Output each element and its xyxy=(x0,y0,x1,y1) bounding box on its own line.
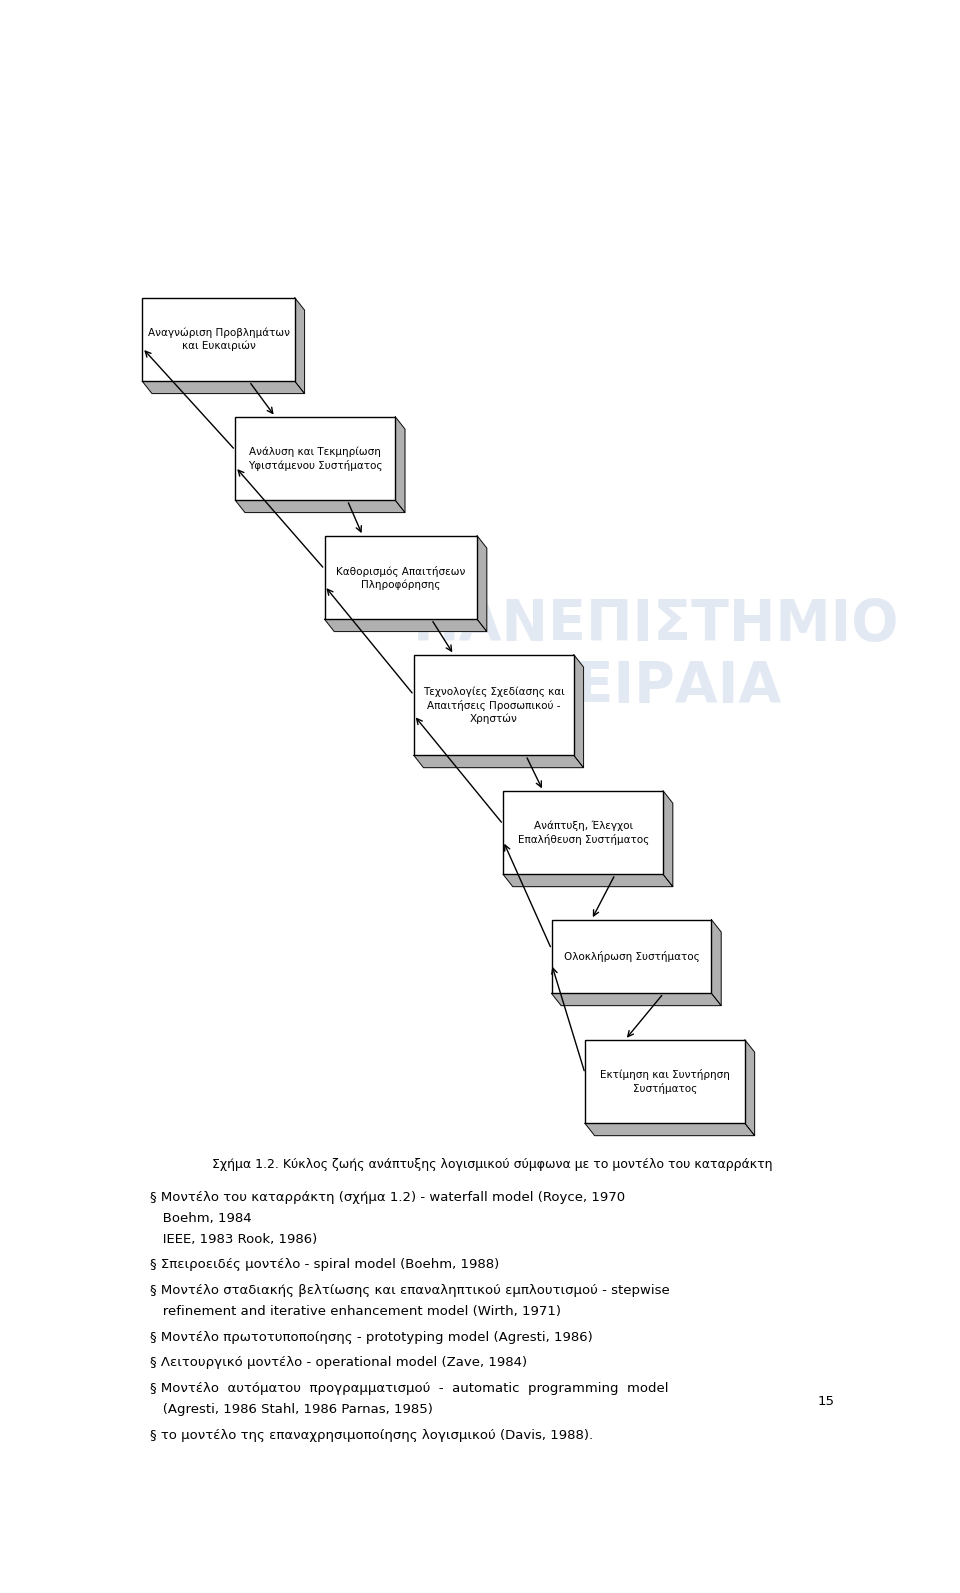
Text: Εκτίμηση και Συντήρηση
Συστήματος: Εκτίμηση και Συντήρηση Συστήματος xyxy=(600,1069,730,1094)
Bar xyxy=(235,417,396,500)
Polygon shape xyxy=(711,919,721,1005)
Polygon shape xyxy=(414,755,584,768)
Text: § Μοντέλο πρωτοτυποποίησης - prototyping model (Agresti, 1986): § Μοντέλο πρωτοτυποποίησης - prototyping… xyxy=(150,1330,592,1343)
Text: § Λειτουργικό μοντέλο - operational model (Zave, 1984): § Λειτουργικό μοντέλο - operational mode… xyxy=(150,1357,527,1370)
Text: § το μοντέλο της επαναχρησιμοποίησης λογισμικού (Davis, 1988).: § το μοντέλο της επαναχρησιμοποίησης λογ… xyxy=(150,1429,593,1442)
Text: Ανάλυση και Τεκμηρίωση
Υφιστάμενου Συστήματος: Ανάλυση και Τεκμηρίωση Υφιστάμενου Συστή… xyxy=(248,446,382,470)
Text: (Agresti, 1986 Stahl, 1986 Parnas, 1985): (Agresti, 1986 Stahl, 1986 Parnas, 1985) xyxy=(150,1403,433,1416)
Polygon shape xyxy=(745,1040,755,1136)
Text: Σχήμα 1.2. Κύκλος ζωής ανάπτυξης λογισμικού σύμφωνα με το μοντέλο του καταρράκτη: Σχήμα 1.2. Κύκλος ζωής ανάπτυξης λογισμι… xyxy=(212,1158,772,1171)
Text: refinement and iterative enhancement model (Wirth, 1971): refinement and iterative enhancement mod… xyxy=(150,1305,561,1317)
Bar xyxy=(414,655,574,755)
Text: Καθορισμός Απαιτήσεων
Πληροφόρησης: Καθορισμός Απαιτήσεων Πληροφόρησης xyxy=(336,566,466,589)
Polygon shape xyxy=(142,381,304,393)
Bar xyxy=(324,535,477,620)
Text: § Μοντέλο σταδιακής βελτίωσης και επαναληπτικού εμπλουτισμού - stepwise: § Μοντέλο σταδιακής βελτίωσης και επαναλ… xyxy=(150,1284,669,1297)
Bar xyxy=(142,298,295,381)
Polygon shape xyxy=(396,417,405,513)
Polygon shape xyxy=(235,500,405,513)
Bar xyxy=(503,792,663,875)
Text: ΠΑΝΕΠΙΣΤΗΜΙΟ
ΠΕΙΡΑΙΑ: ΠΑΝΕΠΙΣΤΗΜΙΟ ΠΕΙΡΑΙΑ xyxy=(413,599,899,715)
Polygon shape xyxy=(663,792,673,887)
Text: Ανάπτυξη, Έλεγχοι
Επαλήθευση Συστήματος: Ανάπτυξη, Έλεγχοι Επαλήθευση Συστήματος xyxy=(517,820,649,844)
Text: 15: 15 xyxy=(817,1395,834,1408)
Polygon shape xyxy=(477,535,487,631)
Polygon shape xyxy=(574,655,584,768)
Bar xyxy=(551,919,711,994)
Polygon shape xyxy=(503,875,673,887)
Polygon shape xyxy=(551,994,721,1005)
Bar xyxy=(585,1040,745,1123)
Text: Boehm, 1984: Boehm, 1984 xyxy=(150,1212,252,1225)
Text: § Μοντέλο του καταρράκτη (σχήμα 1.2) - waterfall model (Royce, 1970: § Μοντέλο του καταρράκτη (σχήμα 1.2) - w… xyxy=(150,1192,625,1204)
Text: IEEE, 1983 Rook, 1986): IEEE, 1983 Rook, 1986) xyxy=(150,1233,317,1246)
Text: Ολοκλήρωση Συστήματος: Ολοκλήρωση Συστήματος xyxy=(564,951,700,962)
Text: Αναγνώριση Προβλημάτων
και Ευκαιριών: Αναγνώριση Προβλημάτων και Ευκαιριών xyxy=(148,328,290,352)
Text: Τεχνολογίες Σχεδίασης και
Απαιτήσεις Προσωπικού -
Χρηστών: Τεχνολογίες Σχεδίασης και Απαιτήσεις Προ… xyxy=(423,687,564,723)
Text: § Μοντέλο  αυτόματου  προγραμματισμού  -  automatic  programming  model: § Μοντέλο αυτόματου προγραμματισμού - au… xyxy=(150,1383,668,1395)
Polygon shape xyxy=(585,1123,755,1136)
Polygon shape xyxy=(324,620,487,631)
Polygon shape xyxy=(295,298,304,393)
Text: § Σπειροειδές μοντέλο - spiral model (Boehm, 1988): § Σπειροειδές μοντέλο - spiral model (Bo… xyxy=(150,1258,499,1271)
